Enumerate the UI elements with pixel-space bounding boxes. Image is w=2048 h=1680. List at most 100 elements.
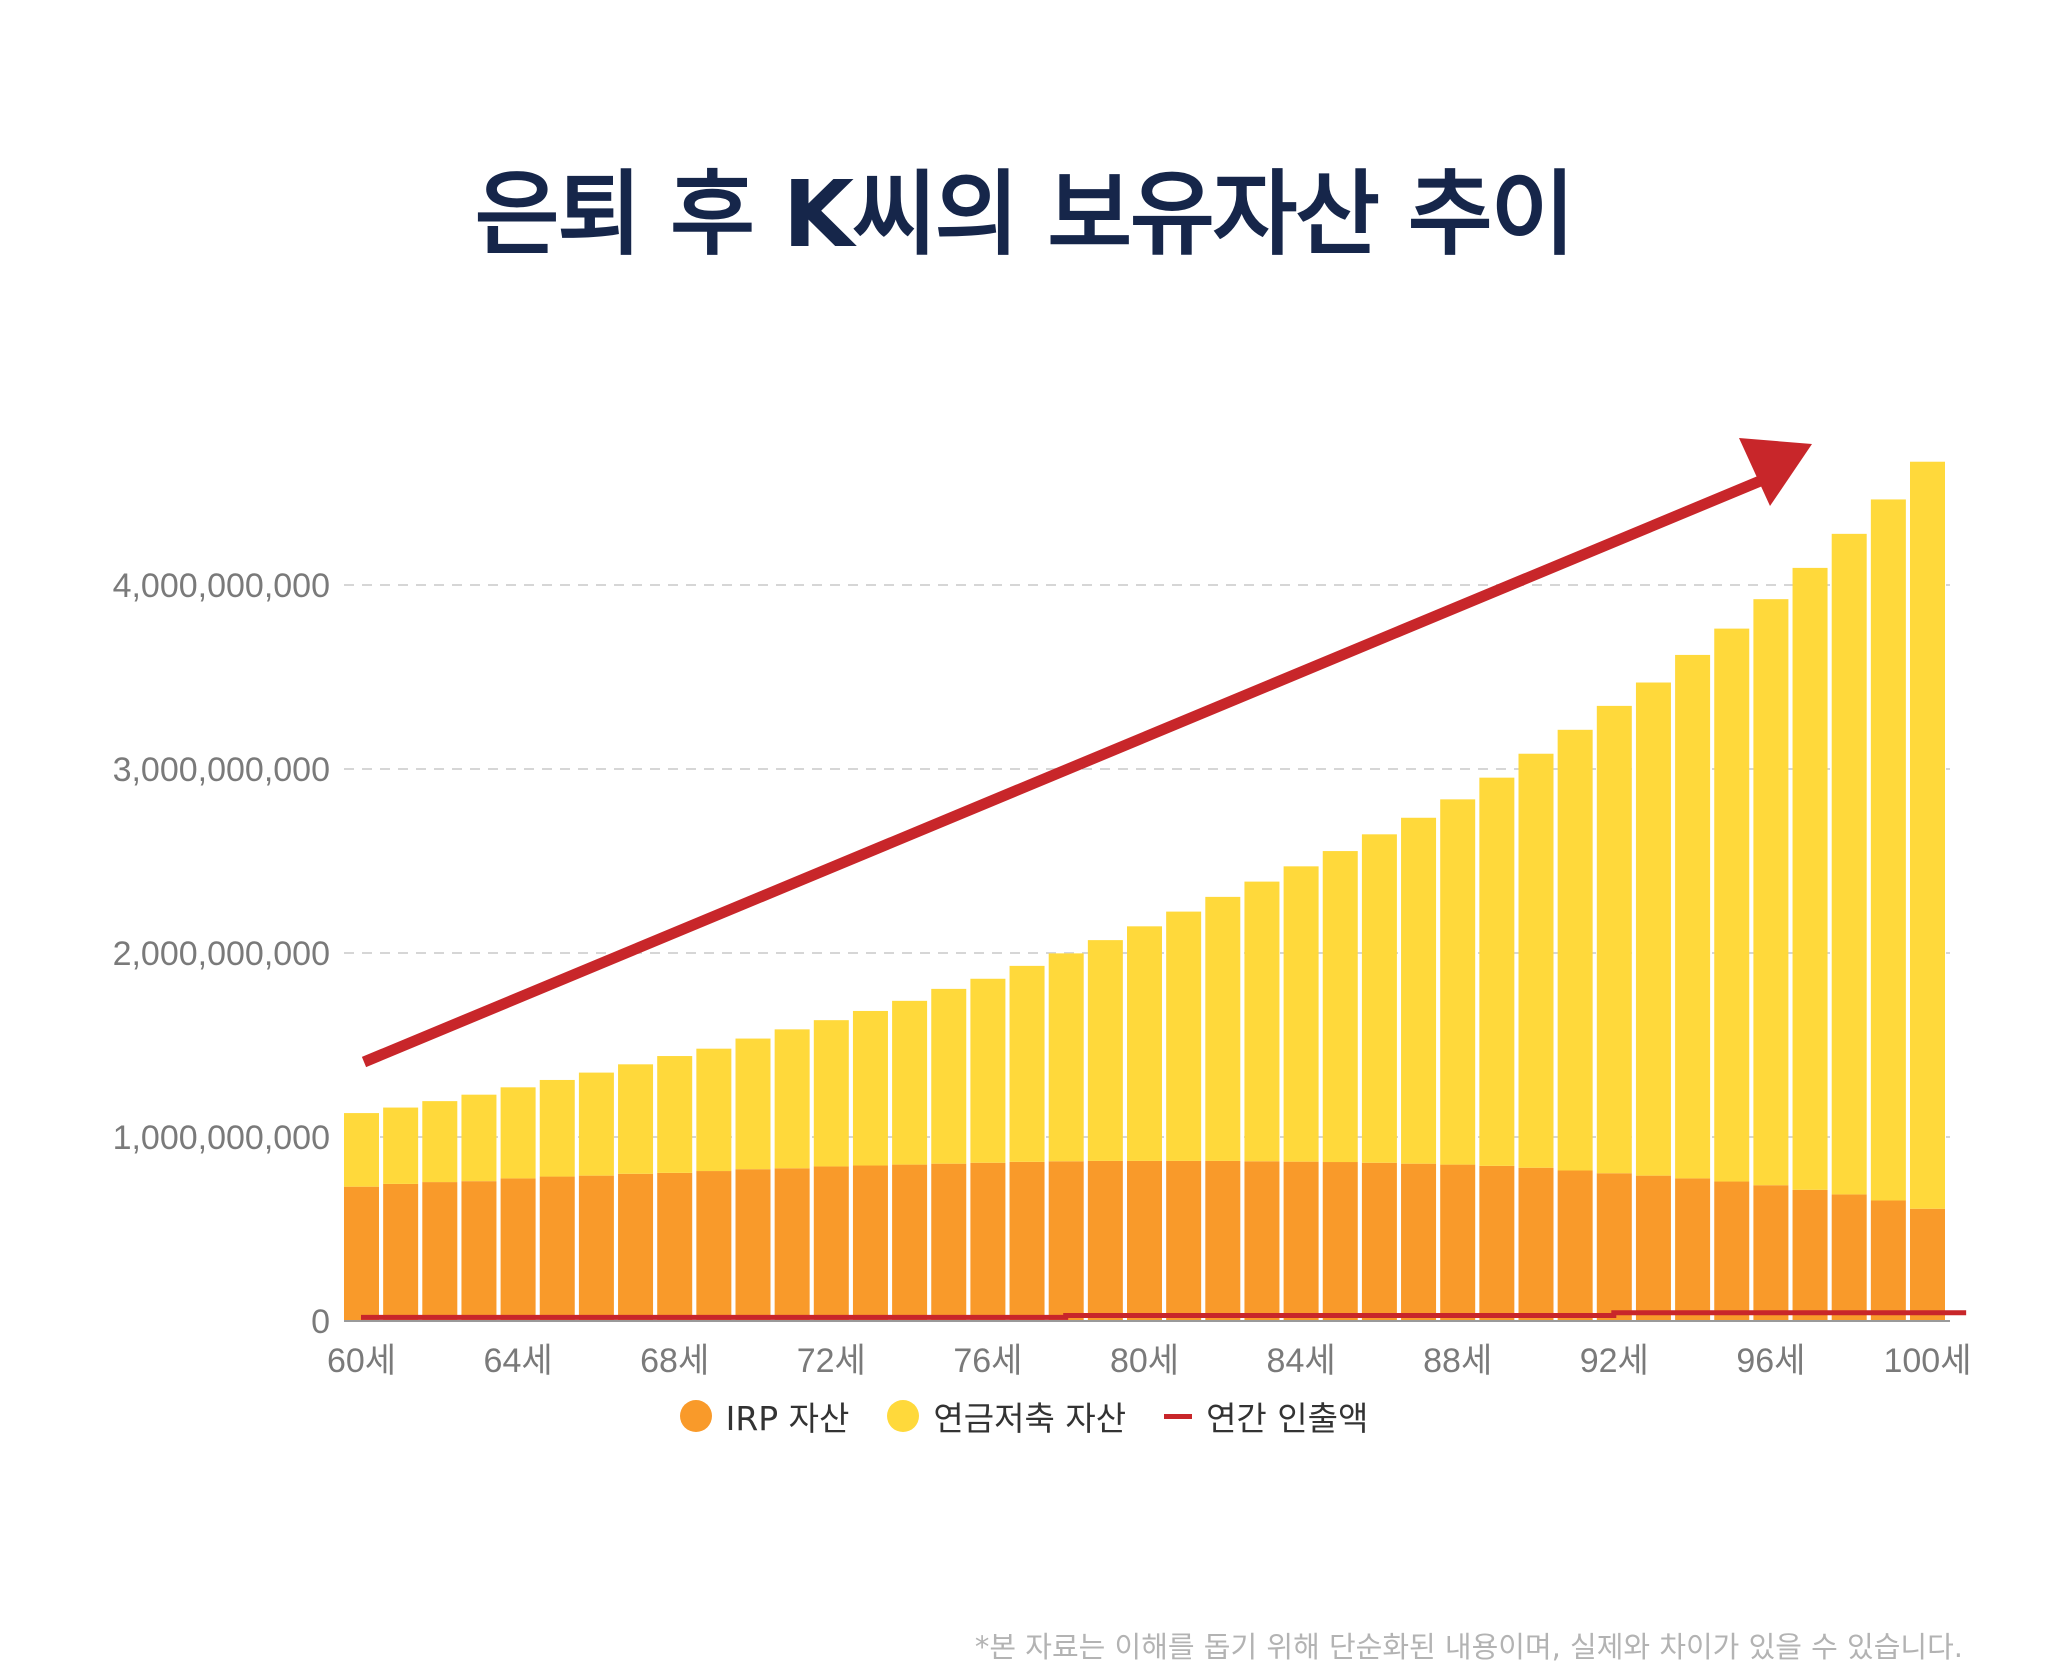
bar-irp [1440,1164,1476,1321]
bar-irp [344,1186,379,1321]
bar-pension-savings [1127,926,1162,1161]
bar-irp [1087,1160,1123,1321]
bar-irp [1127,1160,1162,1321]
legend: IRP 자산 연금저축 자산 연간 인출액 [0,1392,2048,1440]
bar-irp [1675,1178,1711,1321]
bar-irp [383,1183,419,1321]
bar-irp [1166,1160,1202,1321]
legend-swatch-pension-savings [887,1400,920,1432]
bar-pension-savings [892,1000,928,1165]
x-tick-label: 84세 [1267,1342,1336,1380]
bars [344,461,1945,1321]
bar-irp [461,1181,497,1321]
bar-pension-savings [422,1101,458,1183]
bar-pension-savings [1205,896,1241,1161]
y-tick-label: 2,000,000,000 [113,935,330,973]
legend-swatch-withdrawal [1164,1413,1193,1419]
bar-pension-savings [1048,953,1084,1162]
bar-pension-savings [383,1107,419,1184]
bar-irp [1048,1161,1084,1321]
bar-irp [1596,1173,1632,1321]
x-tick-label: 92세 [1580,1342,1649,1380]
bar-pension-savings [657,1056,693,1173]
bar-irp [813,1166,849,1321]
bar-irp [1831,1194,1867,1321]
bar-irp [970,1162,1006,1321]
bar-irp [618,1173,654,1321]
bar-irp [852,1165,888,1321]
bar-irp [1714,1181,1750,1321]
bar-pension-savings [774,1029,810,1169]
bar-irp [774,1168,810,1321]
bar-pension-savings [500,1087,536,1179]
trend-arrow [361,438,1812,1068]
bar-pension-savings [1518,753,1554,1168]
bar-pension-savings [1870,499,1906,1201]
y-tick-label: 3,000,000,000 [113,751,330,789]
bar-pension-savings [696,1048,732,1172]
bar-irp [892,1164,928,1321]
page-title: 은퇴 후 K씨의 보유자산 추이 [474,161,1575,268]
bar-pension-savings [1087,940,1123,1161]
bar-pension-savings [1283,866,1319,1162]
bar-pension-savings [970,978,1006,1163]
bar-pension-savings [813,1020,849,1167]
x-tick-label: 68세 [640,1342,709,1380]
bar-irp [1870,1200,1906,1321]
bar-pension-savings [1714,628,1750,1182]
x-tick-label: 96세 [1736,1342,1805,1380]
bar-pension-savings [578,1072,614,1176]
bar-pension-savings [344,1113,379,1187]
bar-irp [657,1172,693,1321]
legend-label-withdrawal: 연간 인출액 [1206,1399,1369,1438]
bar-irp [1322,1162,1358,1321]
x-tick-label: 80세 [1110,1342,1179,1380]
legend-label-irp: IRP 자산 [725,1399,850,1438]
y-tick-label: 1,000,000,000 [113,1119,330,1157]
legend-label-pension-savings: 연금저축 자산 [933,1399,1127,1438]
x-tick-label: 76세 [953,1342,1022,1380]
bar-irp [696,1171,732,1321]
bar-pension-savings [931,988,967,1164]
bar-irp [735,1169,771,1321]
bar-pension-savings [1596,705,1632,1174]
bar-irp [422,1182,458,1321]
bar-irp [1283,1161,1319,1321]
bar-irp [578,1175,614,1321]
bar-pension-savings [1831,533,1867,1195]
bar-irp [1753,1185,1789,1321]
y-tick-label: 0 [311,1303,330,1341]
bar-pension-savings [1479,777,1515,1166]
bar-irp [1401,1163,1437,1321]
bar-pension-savings [1675,654,1711,1179]
x-tick-label: 100세 [1883,1342,1971,1380]
bar-irp [1518,1167,1554,1321]
bar-irp [931,1163,967,1321]
disclaimer-note: *본 자료는 이해를 돕기 위해 단순화된 내용이며, 실제와 차이가 있을 수… [974,1630,1963,1664]
bar-irp [1361,1162,1397,1321]
bar-pension-savings [1166,911,1202,1161]
legend-swatch-irp [679,1400,712,1432]
bar-pension-savings [1322,851,1358,1163]
y-axis-ticks: 0 1,000,000,000 2,000,000,000 3,000,000,000… [113,567,330,1341]
bar-pension-savings [461,1094,497,1182]
bar-pension-savings [1361,834,1397,1163]
legend-item-pension-savings: 연금저축 자산 [887,1392,1126,1440]
y-tick-label: 4,000,000,000 [113,567,330,605]
bar-pension-savings [1910,461,1945,1209]
bar-irp [500,1178,536,1321]
bar-irp [1792,1189,1828,1321]
withdrawal-line-path [361,1310,1967,1320]
bar-pension-savings [539,1079,575,1177]
bar-pension-savings [1009,965,1045,1162]
legend-item-withdrawal: 연간 인출액 [1164,1392,1368,1440]
bar-pension-savings [852,1010,888,1166]
x-tick-label: 64세 [484,1342,553,1380]
bar-pension-savings [1244,881,1280,1162]
bar-irp [539,1176,575,1321]
bar-pension-savings [1440,799,1476,1165]
bar-irp [1009,1161,1045,1321]
trend-arrow-head [1739,438,1812,506]
trend-arrow-shaft [361,473,1768,1068]
